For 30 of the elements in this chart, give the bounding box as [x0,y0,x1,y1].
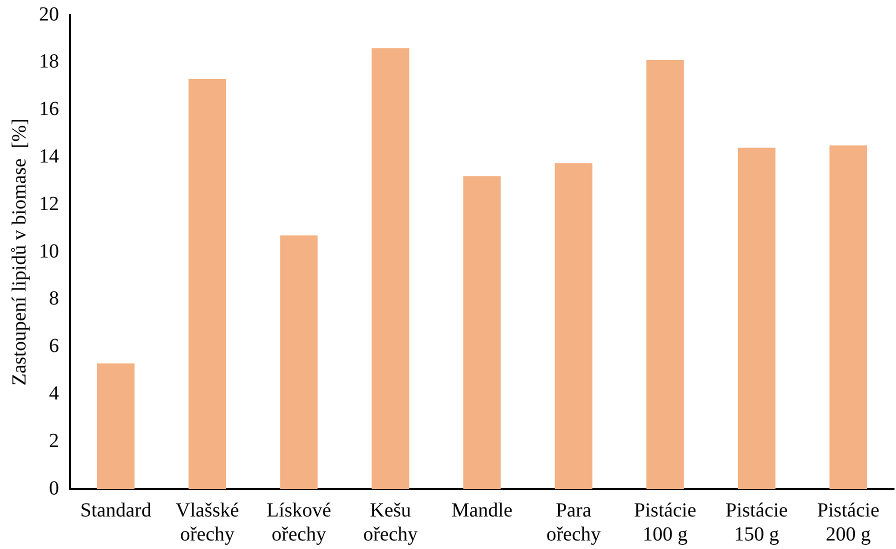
y-tick-label: 18 [39,50,59,73]
x-tick-label: Lískové ořechy [266,499,332,546]
x-tick-label: Para ořechy [546,499,601,546]
y-tick-label: 4 [49,382,59,404]
bar [646,60,684,489]
y-tick-label: 14 [39,145,59,168]
y-tick-label: 8 [49,288,59,310]
x-tick-label: Pistácie 150 g [726,499,788,546]
bar [97,363,135,489]
y-axis-title: Zastoupení lipidů v biomase [%] [8,118,30,386]
bar [372,48,410,489]
y-tick-label: 16 [39,98,59,120]
x-tick-label: Vlašské ořechy [176,499,240,546]
y-tick-label: 2 [49,430,59,452]
y-tick-label: 6 [49,335,59,358]
x-tick-label: Standard [80,499,152,522]
bar [554,163,592,489]
x-tick-label: Pistácie 200 g [817,499,880,546]
x-tick-label: Pistácie 100 g [634,499,696,546]
bar [829,145,867,489]
x-tick-label: Kešu ořechy [363,499,418,546]
y-tick-label: 20 [39,3,59,26]
bar [463,176,501,489]
y-tick-label: 10 [39,240,59,262]
y-tick-label: 0 [49,477,59,500]
x-tick-label: Mandle [451,499,513,522]
bar [188,78,226,489]
y-tick-label: 12 [39,192,59,215]
bar [280,235,318,489]
bar [738,148,776,489]
